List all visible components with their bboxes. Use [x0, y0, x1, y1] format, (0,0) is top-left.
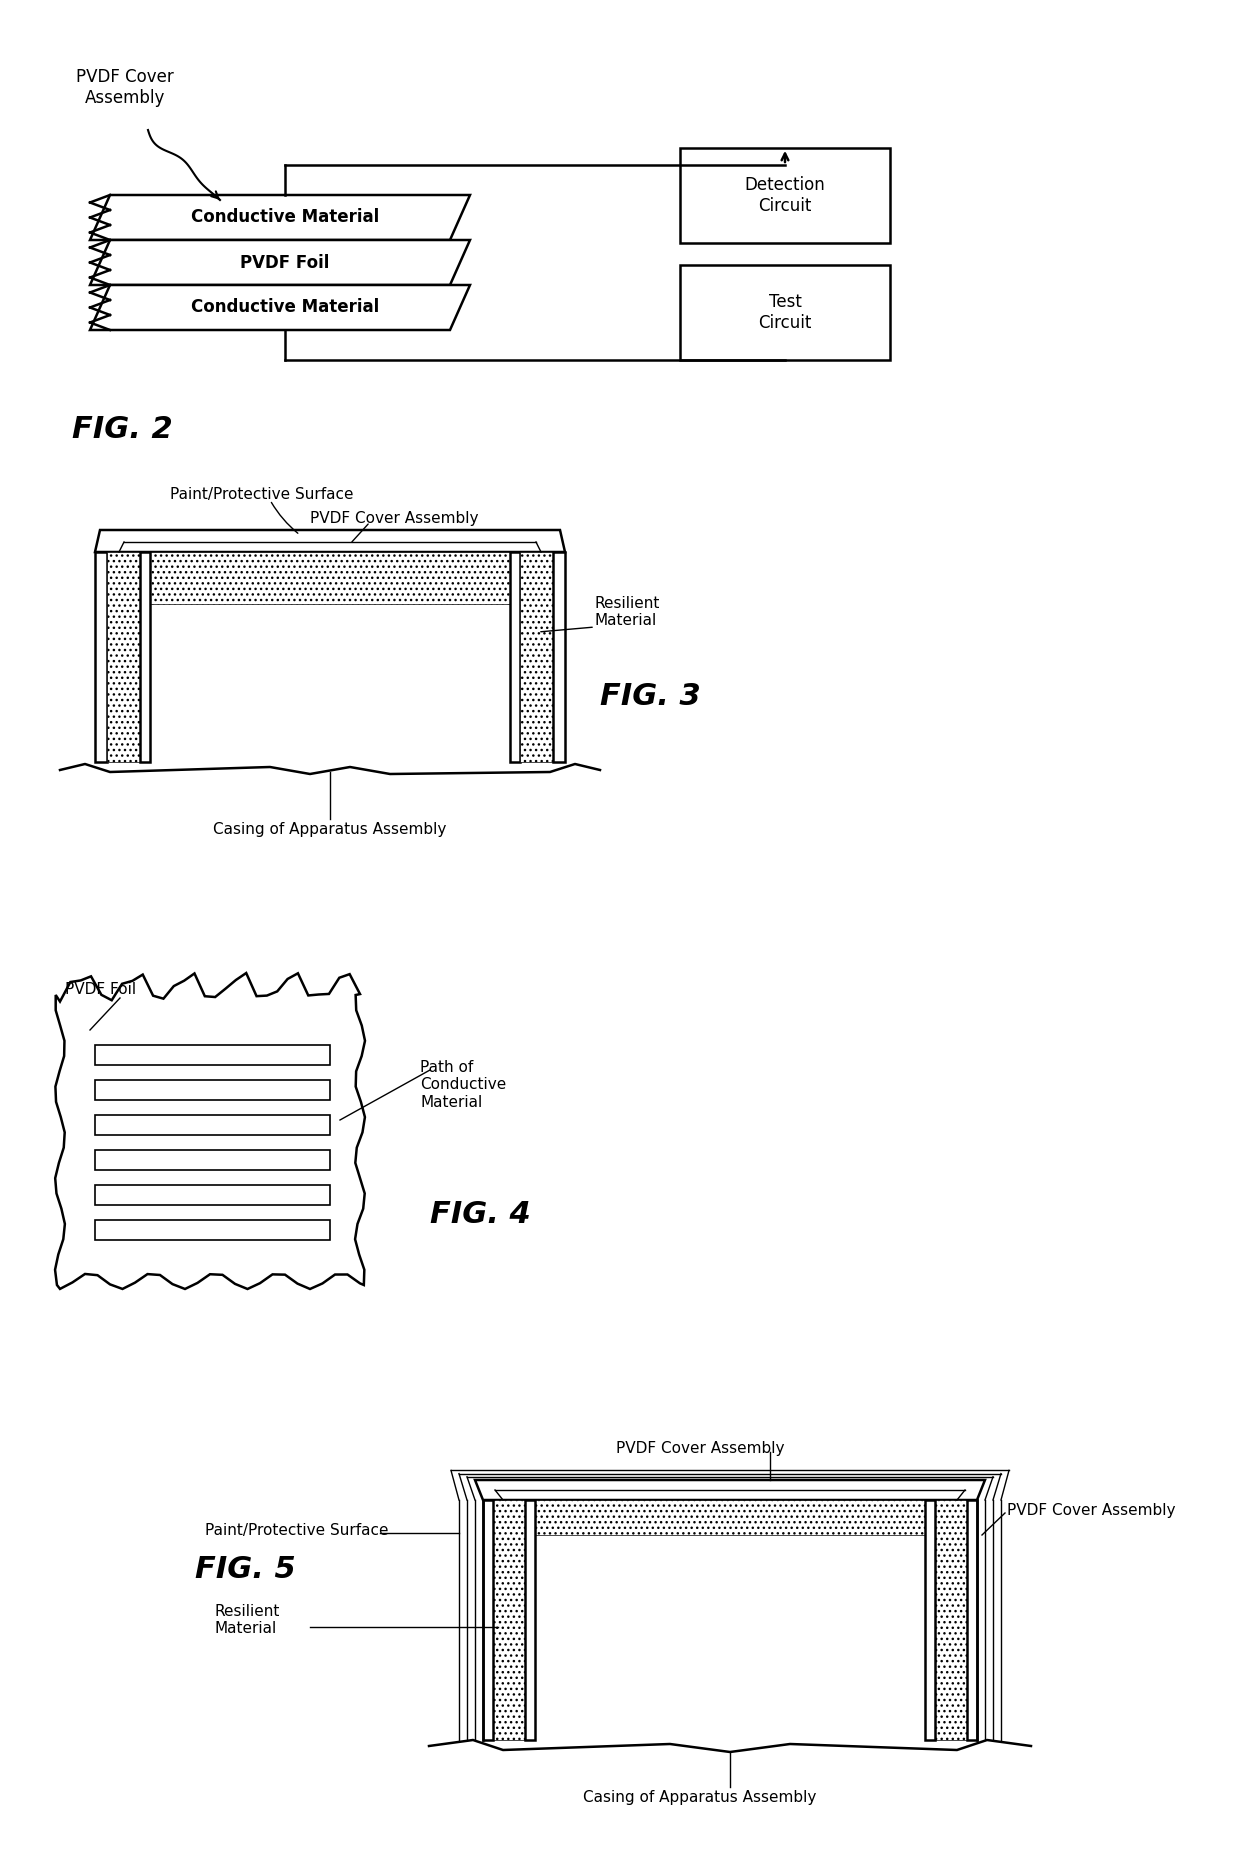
Text: Resilient
Material: Resilient Material [215, 1604, 280, 1636]
Bar [484, 1499, 494, 1739]
Polygon shape [91, 195, 470, 240]
Bar [525, 1499, 534, 1739]
Bar [95, 1185, 330, 1206]
Text: Conductive Material: Conductive Material [191, 298, 379, 316]
Text: PVDF Cover Assembly: PVDF Cover Assembly [1007, 1503, 1176, 1518]
Polygon shape [935, 1499, 967, 1739]
Bar [95, 1045, 330, 1065]
Polygon shape [91, 285, 470, 329]
Polygon shape [91, 240, 470, 285]
Text: Path of
Conductive
Material: Path of Conductive Material [420, 1060, 506, 1110]
Bar [510, 552, 520, 762]
Text: Conductive Material: Conductive Material [191, 208, 379, 227]
Text: Detection
Circuit: Detection Circuit [745, 176, 826, 215]
Text: Casing of Apparatus Assembly: Casing of Apparatus Assembly [583, 1790, 817, 1805]
Bar [95, 1080, 330, 1101]
Polygon shape [107, 552, 553, 605]
Bar [553, 552, 565, 762]
Bar [95, 1149, 330, 1170]
Bar [95, 552, 107, 762]
Polygon shape [494, 1499, 525, 1739]
Text: Casing of Apparatus Assembly: Casing of Apparatus Assembly [213, 822, 446, 837]
Bar [680, 266, 890, 359]
Text: FIG. 5: FIG. 5 [195, 1556, 296, 1584]
Text: Resilient
Material: Resilient Material [595, 595, 661, 629]
Polygon shape [95, 530, 565, 552]
Text: FIG. 3: FIG. 3 [600, 681, 701, 711]
Text: FIG. 4: FIG. 4 [430, 1200, 531, 1230]
Text: Test
Circuit: Test Circuit [759, 294, 812, 331]
Polygon shape [520, 552, 553, 762]
Text: PVDF Foil: PVDF Foil [64, 983, 136, 998]
Polygon shape [475, 1481, 985, 1499]
Text: Paint/Protective Surface: Paint/Protective Surface [205, 1522, 388, 1537]
Text: PVDF Cover Assembly: PVDF Cover Assembly [616, 1440, 784, 1456]
Text: FIG. 2: FIG. 2 [72, 416, 172, 444]
Bar [140, 552, 150, 762]
Bar [680, 148, 890, 243]
Bar [95, 1221, 330, 1239]
Text: PVDF Cover Assembly: PVDF Cover Assembly [310, 511, 479, 526]
Text: PVDF Foil: PVDF Foil [241, 253, 330, 271]
Polygon shape [55, 973, 365, 1290]
Bar [95, 1116, 330, 1134]
Text: Paint/Protective Surface: Paint/Protective Surface [170, 487, 353, 502]
Bar [925, 1499, 935, 1739]
Polygon shape [494, 1499, 967, 1535]
Polygon shape [107, 552, 140, 762]
Bar [967, 1499, 977, 1739]
Text: PVDF Cover
Assembly: PVDF Cover Assembly [76, 67, 174, 107]
